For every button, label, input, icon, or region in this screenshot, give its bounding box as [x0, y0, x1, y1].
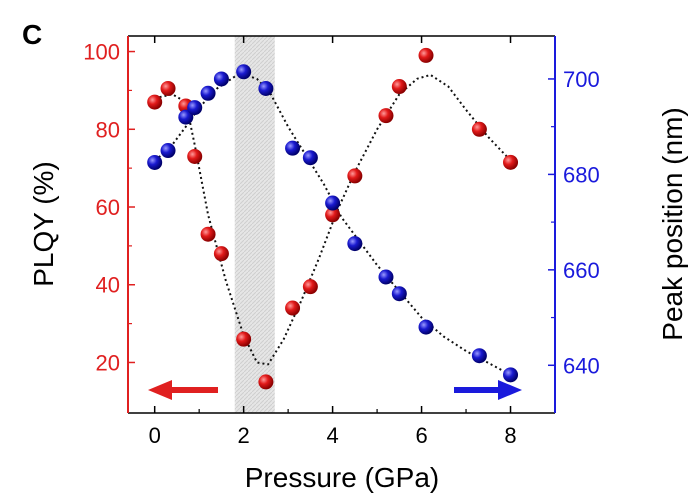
peak-position-point — [200, 85, 216, 101]
plqy-point — [258, 374, 274, 390]
y-left-tick-label: 60 — [96, 195, 120, 220]
y-left-tick-label: 40 — [96, 273, 120, 298]
plqy-point — [325, 207, 341, 223]
peak-position-point — [258, 80, 274, 96]
peak-position-point — [178, 109, 194, 125]
transition-shaded-region — [234, 36, 275, 413]
peak-position-point — [187, 100, 203, 116]
plqy-point — [187, 148, 203, 164]
y-right-tick-label: 640 — [563, 353, 600, 378]
plqy-point — [147, 94, 163, 110]
plqy-point — [302, 279, 318, 295]
y-right-tick-labels: 640 660 680 700 — [563, 67, 600, 378]
x-axis-title: Pressure (GPa) — [245, 462, 440, 493]
plqy-point — [160, 80, 176, 96]
peak-position-point — [302, 150, 318, 166]
plqy-point — [418, 47, 434, 63]
x-tick-label: 8 — [504, 423, 516, 448]
plqy-point — [236, 331, 252, 347]
peak-position-point — [418, 319, 434, 335]
y-right-axis-title: Peak position (nm) — [657, 107, 688, 340]
y-left-tick-label: 20 — [96, 350, 120, 375]
plqy-point — [200, 226, 216, 242]
y-left-tick-label: 100 — [83, 40, 120, 65]
fit-curve-left — [154, 73, 512, 366]
plot-frame — [127, 35, 556, 414]
fit-curves — [154, 73, 512, 376]
peak-position-point — [391, 286, 407, 302]
data-points — [147, 47, 519, 390]
peak-position-point — [471, 348, 487, 364]
right-arrow-head — [498, 380, 522, 400]
left-arrow-head — [148, 380, 172, 400]
y-right-tick-label: 700 — [563, 67, 600, 92]
x-tick-label: 6 — [415, 423, 427, 448]
plqy-point — [347, 168, 363, 184]
peak-position-point — [347, 236, 363, 252]
y-left-axis-title: PLQY (%) — [28, 161, 59, 287]
y-left-tick-labels: 20 40 60 80 100 — [83, 40, 120, 376]
plqy-point — [378, 108, 394, 124]
y-right-tick-label: 660 — [563, 258, 600, 283]
peak-position-point — [378, 269, 394, 285]
plqy-point — [391, 79, 407, 95]
y-right-tick-label: 680 — [563, 162, 600, 187]
plqy-point — [503, 154, 519, 170]
panel-label: C — [22, 19, 42, 50]
plqy-point — [471, 121, 487, 137]
x-tick-labels: 0 2 4 6 8 — [149, 423, 517, 448]
plqy-point — [213, 246, 229, 262]
peak-position-point — [236, 64, 252, 80]
peak-position-point — [160, 143, 176, 159]
x-tick-label: 2 — [238, 423, 250, 448]
axis-ticks — [128, 36, 555, 413]
peak-position-point — [503, 367, 519, 383]
plqy-point — [285, 300, 301, 316]
peak-position-point — [213, 71, 229, 87]
y-left-tick-label: 80 — [96, 117, 120, 142]
peak-position-point — [147, 154, 163, 170]
x-tick-label: 4 — [326, 423, 338, 448]
peak-position-point — [325, 195, 341, 211]
x-tick-label: 0 — [149, 423, 161, 448]
peak-position-point — [285, 140, 301, 156]
axis-indicator-arrows — [148, 380, 522, 400]
